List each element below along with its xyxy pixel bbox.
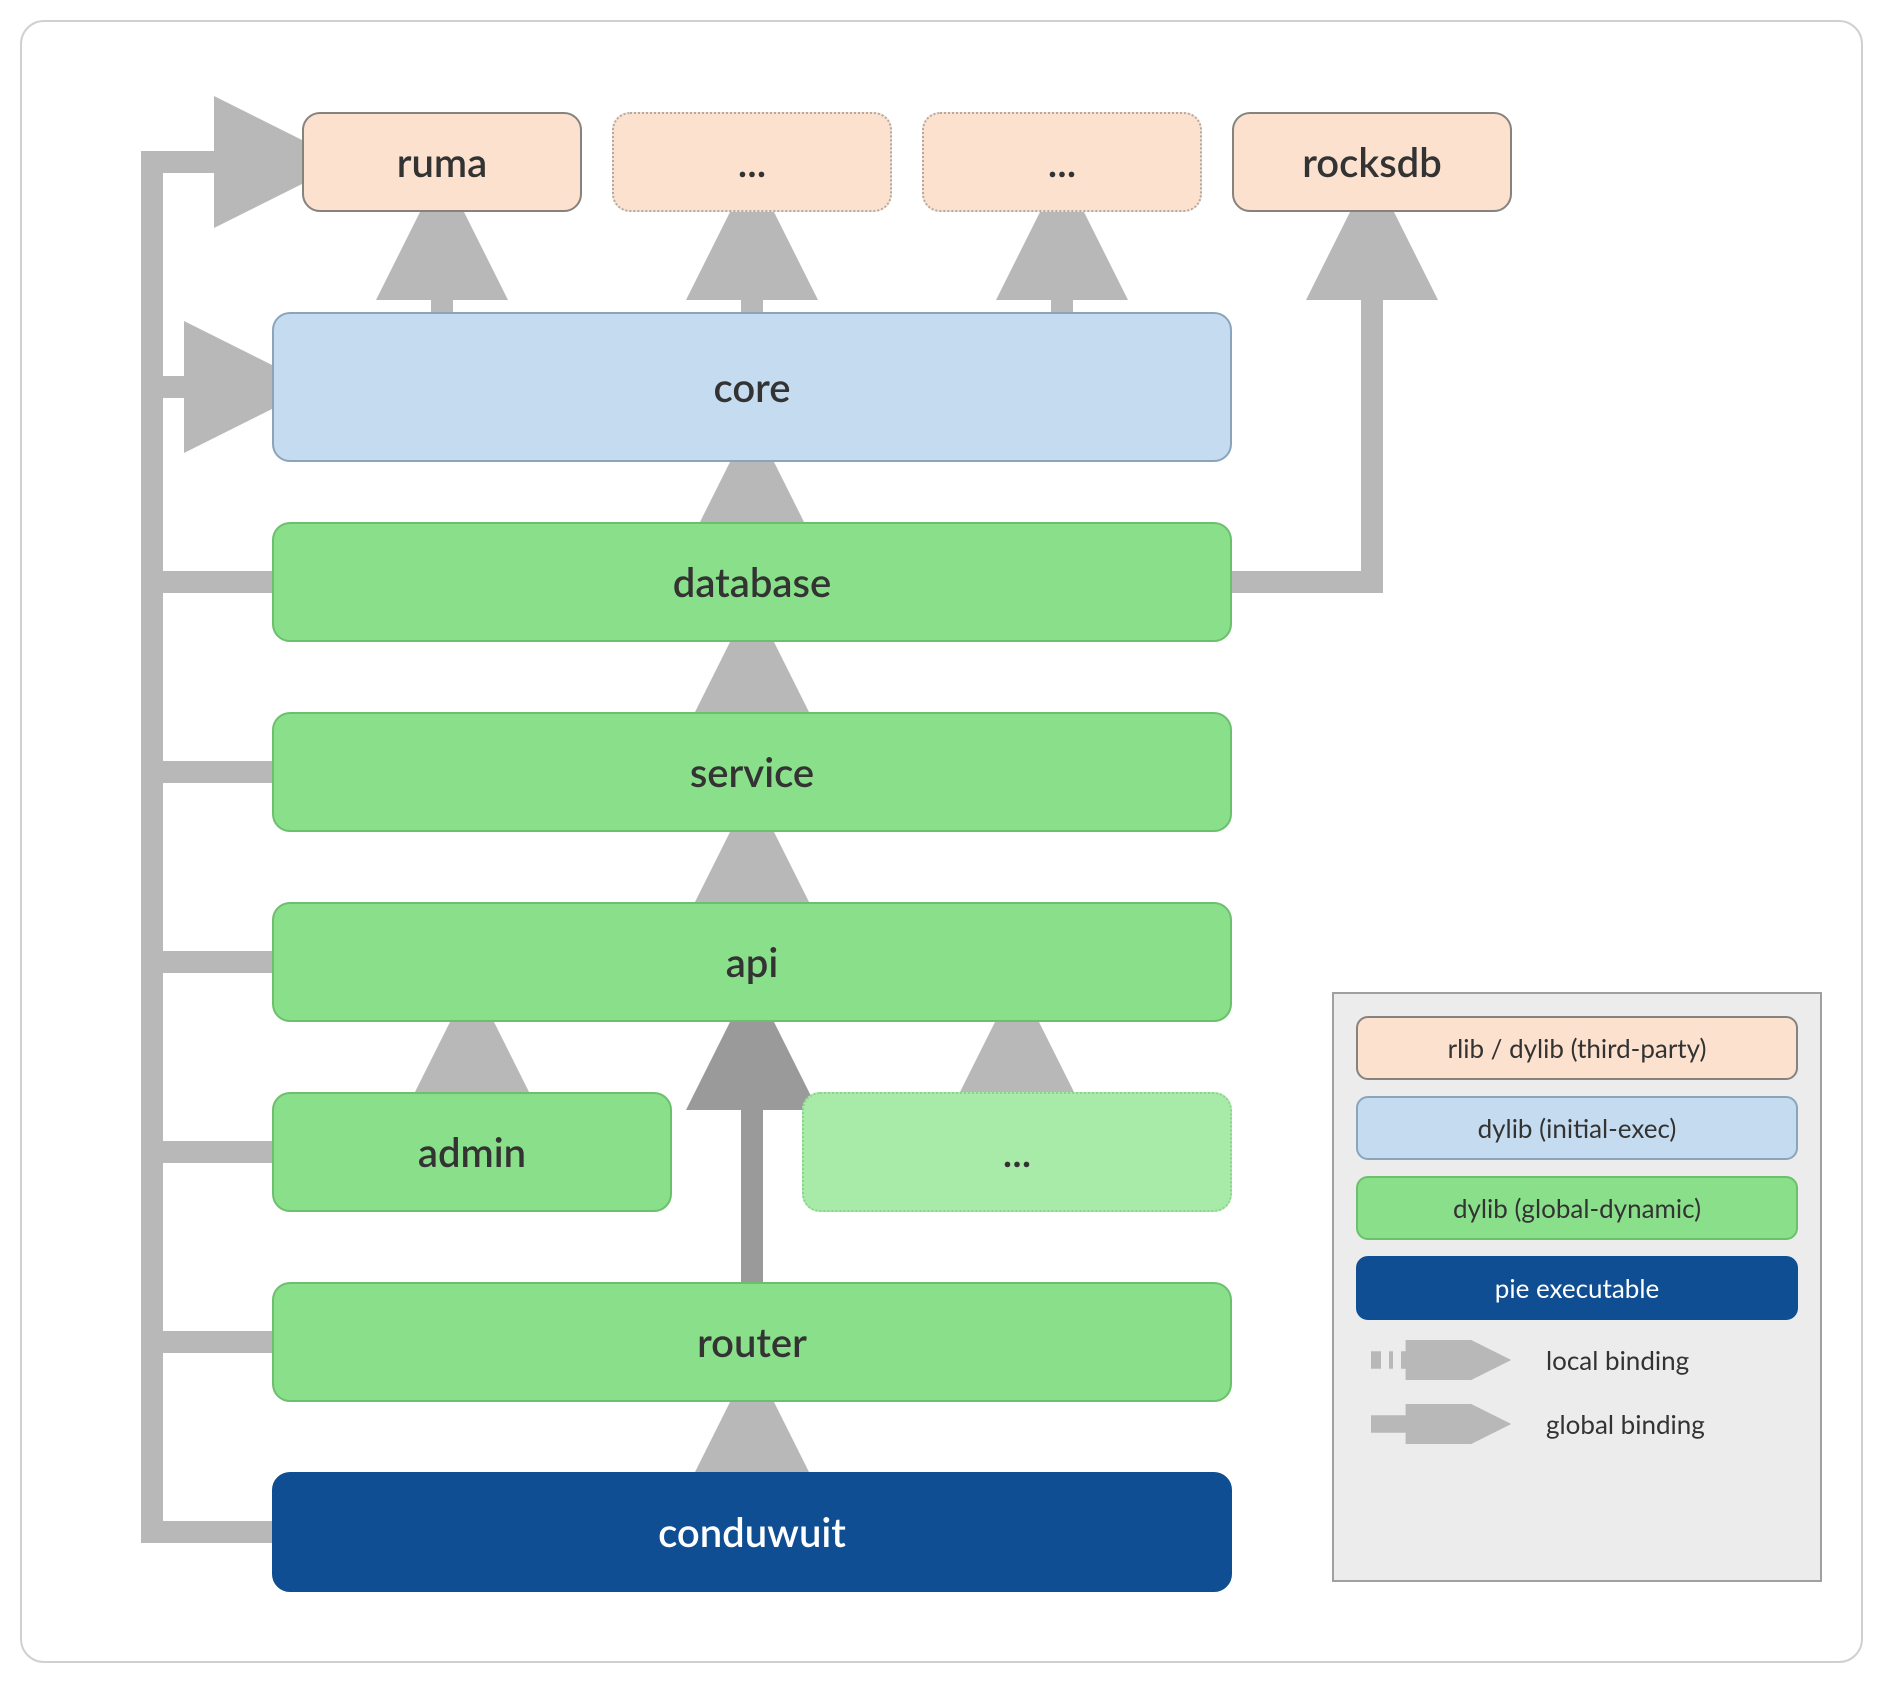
node-tp2-label: ... — [1048, 138, 1076, 186]
node-admin_ph-label: ... — [1003, 1128, 1031, 1176]
node-admin-label: admin — [418, 1128, 526, 1176]
node-admin: admin — [272, 1092, 672, 1212]
legend-arrow-local-label: local binding — [1546, 1344, 1689, 1376]
node-core: core — [272, 312, 1232, 462]
node-api-label: api — [726, 938, 779, 986]
node-router-label: router — [697, 1318, 807, 1366]
node-rocksdb-label: rocksdb — [1302, 138, 1442, 186]
node-database: database — [272, 522, 1232, 642]
legend-swatch-pie-label: pie executable — [1495, 1272, 1659, 1304]
node-tp1-label: ... — [738, 138, 766, 186]
legend-arrow-global-icon — [1366, 1404, 1526, 1444]
legend-arrow-global-label: global binding — [1546, 1408, 1705, 1440]
legend-arrow-local-icon — [1366, 1340, 1526, 1380]
node-admin_ph: ... — [802, 1092, 1232, 1212]
node-api: api — [272, 902, 1232, 1022]
legend-arrow-local: local binding — [1356, 1336, 1798, 1384]
node-core-label: core — [714, 363, 791, 411]
node-conduwuit-label: conduwuit — [658, 1508, 846, 1556]
edge-conduwuit-to-core — [152, 387, 272, 1532]
legend-swatch-rlib: rlib / dylib (third-party) — [1356, 1016, 1798, 1080]
legend-swatch-initexec: dylib (initial-exec) — [1356, 1096, 1798, 1160]
node-tp1: ... — [612, 112, 892, 212]
node-router: router — [272, 1282, 1232, 1402]
legend-swatch-rlib-label: rlib / dylib (third-party) — [1448, 1032, 1707, 1064]
node-ruma-label: ruma — [397, 138, 488, 186]
diagram-frame: ruma...... rocksdb core database service api a… — [20, 20, 1863, 1663]
node-tp2: ... — [922, 112, 1202, 212]
node-ruma: ruma — [302, 112, 582, 212]
legend: rlib / dylib (third-party) dylib (initial… — [1332, 992, 1822, 1582]
legend-swatch-globdyn: dylib (global-dynamic) — [1356, 1176, 1798, 1240]
legend-swatch-pie: pie executable — [1356, 1256, 1798, 1320]
legend-swatch-globdyn-label: dylib (global-dynamic) — [1453, 1192, 1701, 1224]
node-conduwuit: conduwuit — [272, 1472, 1232, 1592]
legend-swatch-initexec-label: dylib (initial-exec) — [1478, 1112, 1677, 1144]
edge-database-to-rocksdb — [1232, 212, 1372, 582]
legend-arrow-global: global binding — [1356, 1400, 1798, 1448]
node-service-label: service — [690, 748, 814, 796]
node-database-label: database — [673, 558, 831, 606]
node-service: service — [272, 712, 1232, 832]
node-rocksdb: rocksdb — [1232, 112, 1512, 212]
